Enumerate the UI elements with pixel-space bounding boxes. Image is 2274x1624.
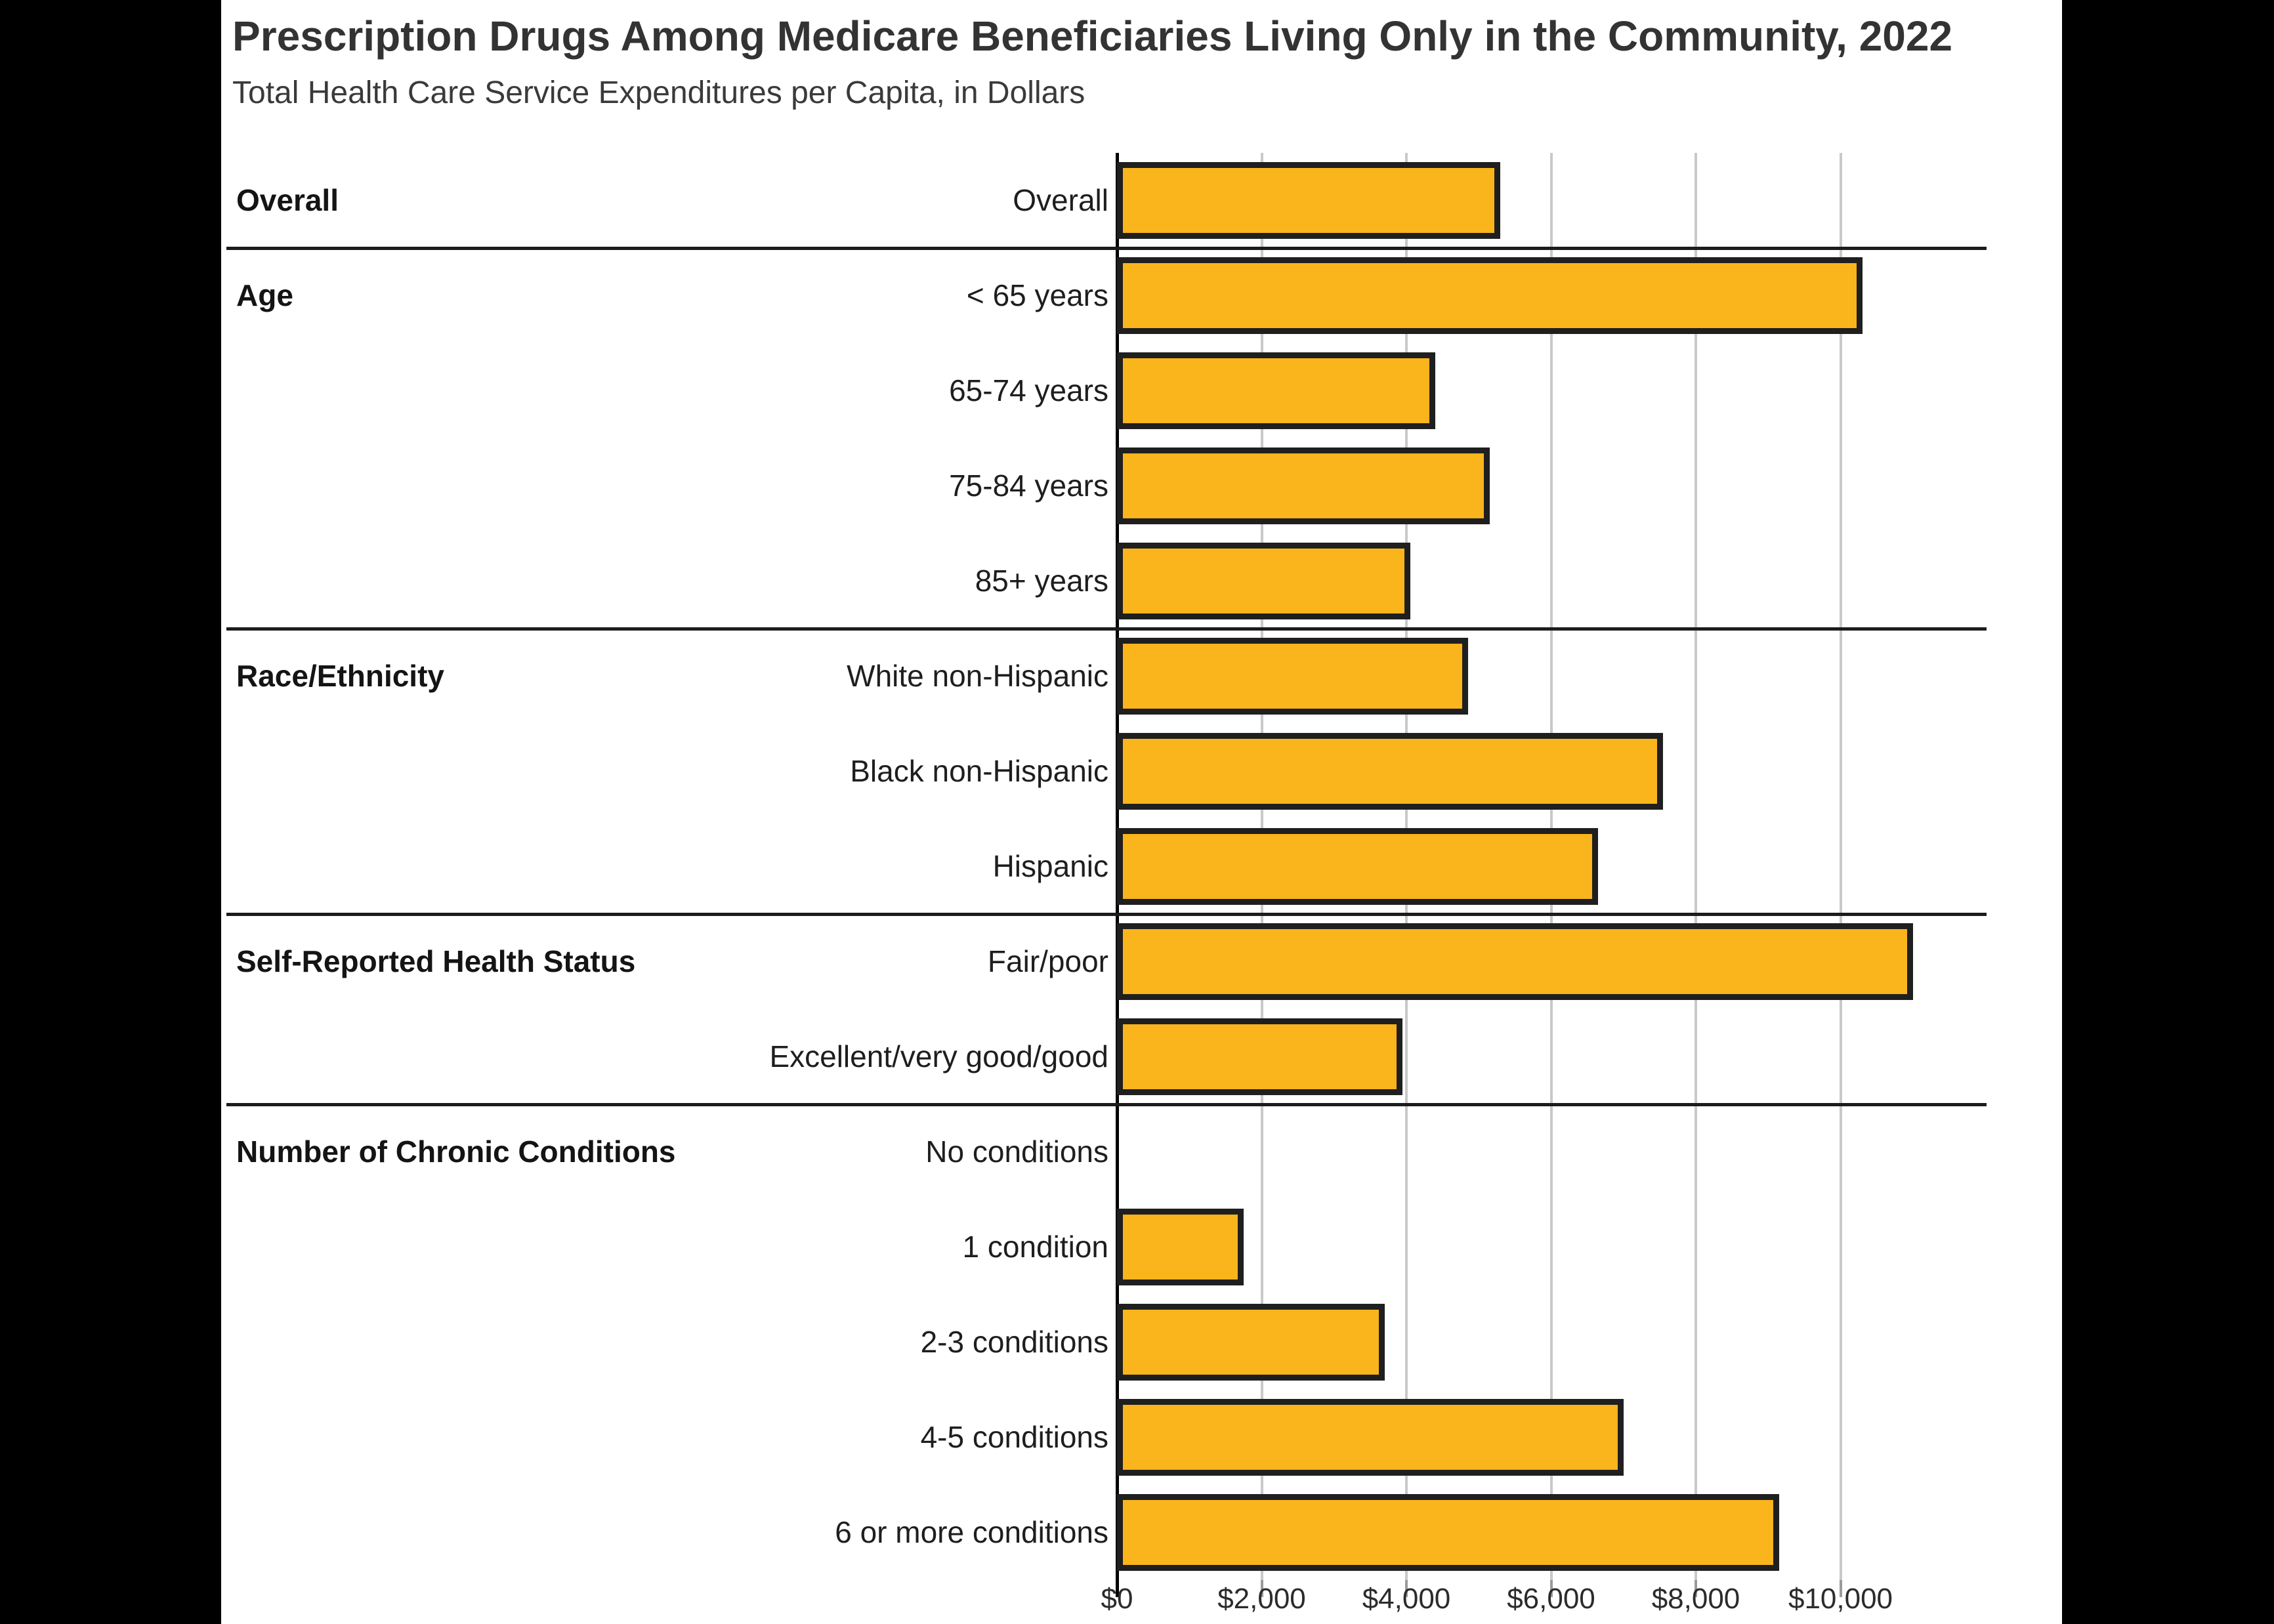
row-label: Hispanic xyxy=(992,849,1108,883)
x-axis-label: $6,000 xyxy=(1507,1583,1595,1615)
bar xyxy=(1117,162,1500,239)
row-label: 6 or more conditions xyxy=(835,1515,1108,1549)
row-label: 75-84 years xyxy=(949,468,1108,503)
row-label: 85+ years xyxy=(975,564,1108,598)
section-label: Number of Chronic Conditions xyxy=(236,1135,676,1169)
section-separator xyxy=(226,913,1987,916)
axis-tick xyxy=(1260,1580,1263,1597)
x-axis-label: $10,000 xyxy=(1788,1583,1893,1615)
row-label: 1 condition xyxy=(962,1230,1109,1264)
bar xyxy=(1117,923,1913,1000)
section-label: Race/Ethnicity xyxy=(236,659,444,693)
section-label: Age xyxy=(236,278,293,312)
x-axis-label: $0 xyxy=(1101,1583,1133,1615)
bar xyxy=(1117,638,1468,715)
section-label: Overall xyxy=(236,183,339,217)
section-separator xyxy=(226,247,1987,250)
axis-tick xyxy=(1116,1580,1119,1597)
row-label: 4-5 conditions xyxy=(920,1420,1108,1454)
section-separator xyxy=(226,627,1987,631)
row-label: Black non-Hispanic xyxy=(850,754,1108,788)
section-separator xyxy=(226,1103,1987,1106)
bar xyxy=(1117,733,1663,810)
axis-tick xyxy=(1839,1580,1842,1597)
axis-tick xyxy=(1695,1580,1697,1597)
bar xyxy=(1117,1304,1385,1381)
bar xyxy=(1117,352,1435,429)
row-label: Fair/poor xyxy=(987,944,1108,978)
bar xyxy=(1117,543,1410,619)
chart-subtitle: Total Health Care Service Expenditures p… xyxy=(232,75,1085,110)
row-label: 65-74 years xyxy=(949,373,1108,407)
gridline xyxy=(1839,153,1842,1580)
chart-title: Prescription Drugs Among Medicare Benefi… xyxy=(232,12,1953,60)
bar xyxy=(1117,1209,1244,1285)
axis-tick xyxy=(1549,1580,1553,1597)
bar xyxy=(1117,257,1863,334)
chart-panel: Prescription Drugs Among Medicare Benefi… xyxy=(221,0,2062,1624)
bar xyxy=(1117,1018,1402,1095)
bar xyxy=(1117,828,1598,905)
x-axis-label: $2,000 xyxy=(1217,1583,1306,1615)
row-label: 2-3 conditions xyxy=(920,1325,1108,1359)
gridline xyxy=(1695,153,1697,1580)
bar xyxy=(1117,1494,1779,1571)
row-label: Excellent/very good/good xyxy=(769,1039,1108,1073)
axis-tick xyxy=(1405,1580,1408,1597)
bar xyxy=(1117,448,1490,524)
bar xyxy=(1117,1399,1624,1476)
x-axis-label: $4,000 xyxy=(1362,1583,1451,1615)
row-label: White non-Hispanic xyxy=(847,659,1108,693)
section-label: Self-Reported Health Status xyxy=(236,944,636,978)
row-label: No conditions xyxy=(925,1135,1108,1169)
row-label: < 65 years xyxy=(966,278,1108,312)
x-axis-label: $8,000 xyxy=(1651,1583,1740,1615)
row-label: Overall xyxy=(1013,183,1108,217)
